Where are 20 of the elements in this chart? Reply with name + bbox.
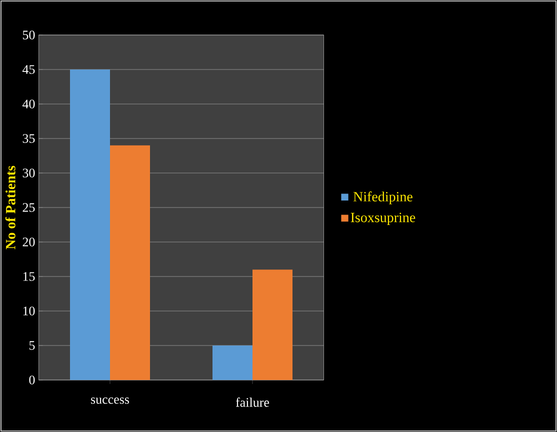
y-tick-label: 15 bbox=[23, 272, 35, 281]
y-tick-label: 5 bbox=[29, 341, 35, 350]
y-tick-label: 50 bbox=[22, 30, 35, 40]
y-axis-title: No of Patients bbox=[5, 166, 16, 250]
legend-label: Nifedipine bbox=[353, 191, 412, 204]
x-tick-label: success bbox=[91, 398, 130, 404]
y-tick-label: 20 bbox=[22, 238, 35, 246]
y-tick-label: 45 bbox=[22, 65, 35, 74]
y-tick-label: 0 bbox=[29, 376, 35, 384]
y-tick-label: 35 bbox=[22, 134, 35, 143]
y-tick-label: 25 bbox=[22, 203, 35, 212]
y-tick-label: 30 bbox=[22, 168, 35, 178]
bar bbox=[252, 270, 292, 380]
bar bbox=[212, 346, 252, 380]
x-tick-label: failure bbox=[236, 398, 270, 407]
y-tick-label: 10 bbox=[23, 306, 35, 316]
y-tick-label: 40 bbox=[22, 100, 35, 108]
legend-label: Isoxsuprine bbox=[350, 212, 416, 226]
bar bbox=[110, 145, 150, 380]
bar bbox=[70, 70, 110, 380]
